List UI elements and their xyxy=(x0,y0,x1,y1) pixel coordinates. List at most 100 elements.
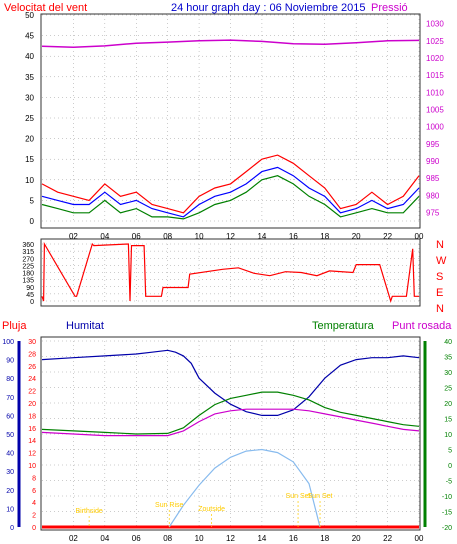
series-line xyxy=(41,349,420,416)
temp-tick-label: 5 xyxy=(448,448,452,455)
compass-label: N xyxy=(436,303,444,315)
x-tick-label: 16 xyxy=(289,232,298,241)
temp-tick-label: 30 xyxy=(444,370,452,377)
series-line xyxy=(41,391,420,435)
series-line xyxy=(41,39,420,49)
rain-tick-label: 26 xyxy=(28,364,36,371)
rain-tick-label: 0 xyxy=(32,525,36,532)
x-tick-label: 08 xyxy=(163,534,172,543)
x-tick-label: 20 xyxy=(352,232,361,241)
y2-tick-label: 975 xyxy=(426,208,440,217)
y-tick-label: 360 xyxy=(22,242,34,249)
y-tick-label: 50 xyxy=(25,11,34,20)
humidity-tick-label: 50 xyxy=(6,432,14,439)
temp-tick-label: -10 xyxy=(442,494,452,501)
series-line xyxy=(41,154,420,214)
pressure-label: Pressió xyxy=(371,2,408,14)
y2-tick-label: 1005 xyxy=(426,105,444,114)
humidity-tick-label: 70 xyxy=(6,395,14,402)
event-label: Birthside xyxy=(76,508,103,515)
rain-tick-label: 6 xyxy=(32,488,36,495)
dewpoint-label: Punt rosada xyxy=(392,320,452,332)
temp-tick-label: 10 xyxy=(444,432,452,439)
y-tick-label: 270 xyxy=(22,256,34,263)
y2-tick-label: 1015 xyxy=(426,71,444,80)
x-tick-label: 12 xyxy=(226,232,235,241)
x-tick-label: 04 xyxy=(100,232,109,241)
humidity-tick-label: 20 xyxy=(6,488,14,495)
rain-tick-label: 20 xyxy=(28,401,36,408)
humidity-tick-label: 80 xyxy=(6,376,14,383)
rain-tick-label: 30 xyxy=(28,339,36,346)
y-tick-label: 10 xyxy=(25,176,34,185)
humidity-label: Humitat xyxy=(66,320,104,332)
y-tick-label: 20 xyxy=(25,135,34,144)
event-label: Sun Set xyxy=(308,493,333,500)
y-tick-label: 45 xyxy=(25,32,34,41)
humidity-tick-label: 60 xyxy=(6,413,14,420)
rain-tick-label: 14 xyxy=(28,438,36,445)
temp-tick-label: 25 xyxy=(444,386,452,393)
y-tick-label: 5 xyxy=(30,196,35,205)
y2-tick-label: 980 xyxy=(426,191,440,200)
x-tick-label: 22 xyxy=(383,232,392,241)
rain-tick-label: 12 xyxy=(28,451,36,458)
y-tick-label: 45 xyxy=(26,292,34,299)
rain-tick-label: 22 xyxy=(28,389,36,396)
y2-tick-label: 985 xyxy=(426,174,440,183)
y2-tick-label: 995 xyxy=(426,140,440,149)
x-tick-label: 22 xyxy=(383,534,392,543)
rain-tick-label: 28 xyxy=(28,351,36,358)
rain-tick-label: 16 xyxy=(28,426,36,433)
y-tick-label: 15 xyxy=(25,155,34,164)
temp-tick-label: 15 xyxy=(444,417,452,424)
rain-tick-label: 2 xyxy=(32,513,36,520)
temp-tick-label: -20 xyxy=(442,525,452,532)
temp-tick-label: 20 xyxy=(444,401,452,408)
humidity-tick-label: 40 xyxy=(6,451,14,458)
series-line xyxy=(41,241,419,303)
x-tick-label: 18 xyxy=(320,232,329,241)
humidity-tick-label: 10 xyxy=(6,506,14,513)
y-tick-label: 135 xyxy=(22,278,34,285)
x-tick-label: 02 xyxy=(69,232,78,241)
x-tick-label: 00 xyxy=(415,232,424,241)
x-tick-label: 12 xyxy=(226,534,235,543)
series-line xyxy=(41,408,420,437)
y-tick-label: 0 xyxy=(30,299,34,306)
x-tick-label: 10 xyxy=(195,232,204,241)
x-tick-label: 02 xyxy=(69,534,78,543)
compass-label: N xyxy=(436,239,444,251)
series-line xyxy=(168,448,321,528)
series-line xyxy=(41,166,420,218)
humidity-tick-label: 30 xyxy=(6,469,14,476)
humidity-tick-label: 0 xyxy=(10,525,14,532)
x-tick-label: 16 xyxy=(289,534,298,543)
compass-label: E xyxy=(436,287,443,299)
wind-speed-label: Velocitat del vent xyxy=(4,2,87,14)
chart-title: 24 hour graph day : 06 Noviembre 2015 xyxy=(171,2,365,14)
y-tick-label: 40 xyxy=(25,52,34,61)
temperature-label: Temperatura xyxy=(312,320,375,332)
x-tick-label: 20 xyxy=(352,534,361,543)
rain-tick-label: 8 xyxy=(32,475,36,482)
x-tick-label: 00 xyxy=(415,534,424,543)
bottom-panel-frame xyxy=(40,336,421,531)
humidity-tick-label: 90 xyxy=(6,358,14,365)
x-tick-label: 14 xyxy=(257,534,266,543)
compass-label: S xyxy=(436,271,443,283)
rain-tick-label: 18 xyxy=(28,413,36,420)
y-tick-label: 315 xyxy=(22,249,34,256)
y2-tick-label: 1000 xyxy=(426,123,444,132)
x-tick-label: 04 xyxy=(100,534,109,543)
x-tick-label: 08 xyxy=(163,232,172,241)
wind-panel-frame xyxy=(40,13,421,229)
rain-label: Pluja xyxy=(2,320,27,332)
temp-tick-label: 40 xyxy=(444,339,452,346)
x-tick-label: 14 xyxy=(257,232,266,241)
rain-tick-label: 24 xyxy=(28,376,36,383)
y2-tick-label: 1030 xyxy=(426,20,444,29)
x-tick-label: 10 xyxy=(195,534,204,543)
rain-tick-label: 10 xyxy=(28,463,36,470)
humidity-tick-label: 100 xyxy=(2,339,14,346)
